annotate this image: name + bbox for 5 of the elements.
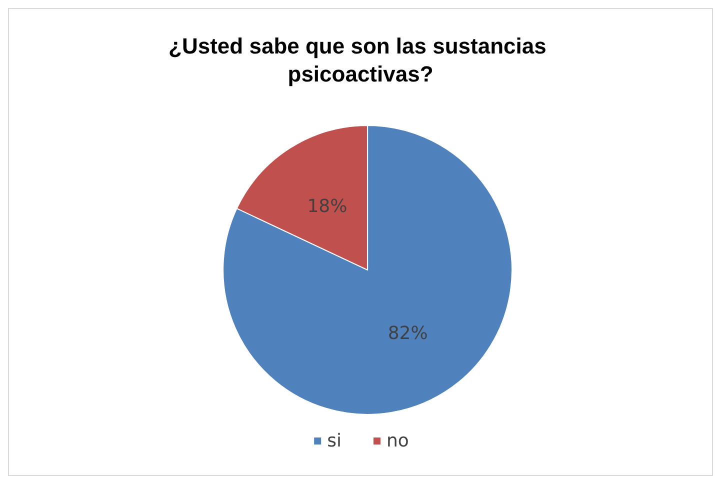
data-label: 18% (307, 196, 348, 217)
chart-title: ¿Usted sabe que son las sustancias psicoactivas? (168, 34, 552, 86)
legend-label: no (386, 430, 409, 452)
legend-label: si (327, 430, 342, 452)
data-label: 82% (388, 322, 428, 344)
